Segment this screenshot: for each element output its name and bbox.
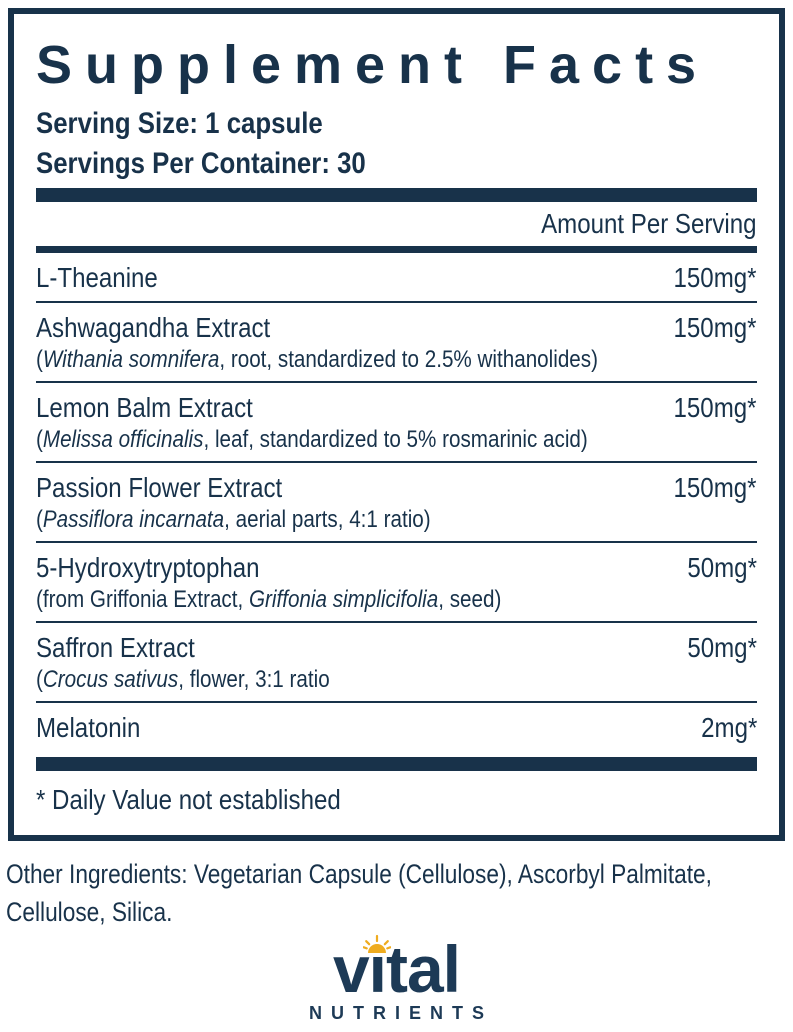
brand-wordmark: vital — [332, 932, 461, 1006]
ingredient-name: Ashwagandha Extract — [36, 312, 271, 343]
daily-value-footnote: * Daily Value not established — [36, 784, 341, 815]
ingredient-name: L-Theanine — [36, 262, 158, 293]
ingredient-amount: 150mg* — [673, 312, 757, 343]
ingredient-amount: 150mg* — [673, 472, 757, 503]
ingredient-description: (from Griffonia Extract, Griffonia simpl… — [36, 586, 502, 613]
divider-bar-medium — [36, 246, 757, 253]
ingredient-description: (Crocus sativus, flower, 3:1 ratio — [36, 666, 330, 693]
ingredient-name: 5-Hydroxytryptophan — [36, 552, 260, 583]
ingredient-description: (Passiflora incarnata, aerial parts, 4:1… — [36, 506, 431, 533]
ingredient-amount: 150mg* — [673, 262, 757, 293]
ingredient-amount: 150mg* — [673, 392, 757, 423]
ingredient-row: Melatonin 2mg* — [36, 703, 757, 753]
ingredient-description: (Melissa officinalis, leaf, standardized… — [36, 426, 588, 453]
servings-per-container: Servings Per Container: 30 — [36, 147, 366, 180]
ingredient-name: Saffron Extract — [36, 632, 195, 663]
ingredient-row: Ashwagandha Extract 150mg* (Withania som… — [36, 303, 757, 383]
divider-bar-thick-bottom — [36, 757, 757, 771]
brand-subtext: NUTRIENTS — [309, 1003, 493, 1023]
amount-per-serving-header: Amount Per Serving — [541, 208, 757, 239]
serving-info: Serving Size: 1 capsule Servings Per Con… — [36, 104, 757, 184]
ingredient-name: Lemon Balm Extract — [36, 392, 253, 423]
divider-bar-thick-top — [36, 188, 757, 202]
ingredient-description: (Withania somnifera, root, standardized … — [36, 346, 598, 373]
ingredient-name: Passion Flower Extract — [36, 472, 283, 503]
serving-size: Serving Size: 1 capsule — [36, 107, 323, 140]
ingredient-row: Passion Flower Extract 150mg* (Passiflor… — [36, 463, 757, 543]
ingredient-amount: 50mg* — [687, 552, 757, 583]
ingredient-row: L-Theanine 150mg* — [36, 253, 757, 303]
ingredient-amount: 50mg* — [687, 632, 757, 663]
supplement-facts-panel: Supplement Facts Serving Size: 1 capsule… — [8, 8, 785, 841]
ingredient-row: Lemon Balm Extract 150mg* (Melissa offic… — [36, 383, 757, 463]
brand-logo: vital NUTRIENTS — [0, 932, 793, 1023]
sun-icon — [362, 934, 391, 953]
ingredient-name: Melatonin — [36, 712, 141, 743]
ingredient-amount: 2mg* — [700, 712, 757, 743]
other-ingredients-line1: Other Ingredients: Vegetarian Capsule (C… — [6, 859, 712, 889]
other-ingredients: Other Ingredients: Vegetarian Capsule (C… — [6, 855, 793, 931]
panel-title: Supplement Facts — [36, 35, 710, 95]
other-ingredients-line2: Cellulose, Silica. — [6, 897, 173, 927]
ingredient-row: Saffron Extract 50mg* (Crocus sativus, f… — [36, 623, 757, 703]
ingredient-row: 5-Hydroxytryptophan 50mg* (from Griffoni… — [36, 543, 757, 623]
